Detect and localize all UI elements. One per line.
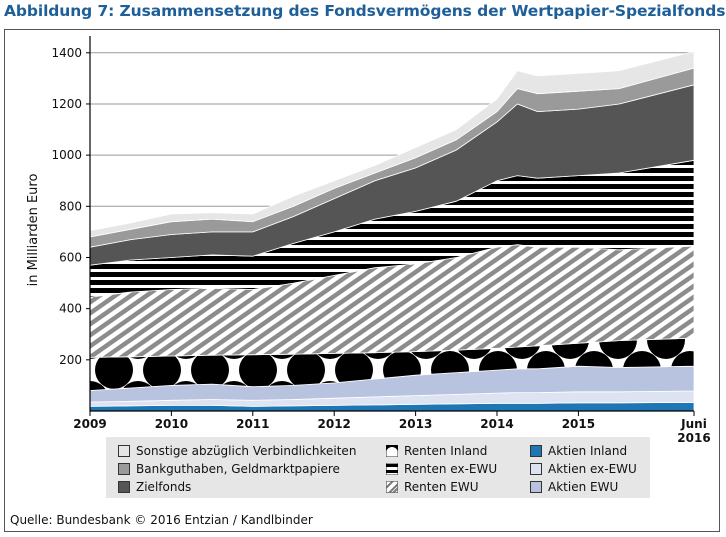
- legend-label: Sonstige abzüglich Verbindlichkeiten: [136, 444, 357, 458]
- legend-label: Aktien ex-EWU: [548, 462, 637, 476]
- x-tick-label: 2012: [318, 417, 351, 431]
- legend-swatch-ziel: [118, 481, 130, 493]
- y-tick-label: 400: [59, 302, 82, 316]
- y-tick-label: 800: [59, 199, 82, 213]
- legend-swatch-renten-inland: [386, 445, 398, 457]
- legend-swatch-aktien-ewu: [530, 481, 542, 493]
- x-tick-label: 2009: [73, 417, 106, 431]
- x-tick-label: 2013: [399, 417, 432, 431]
- legend-label: Bankguthaben, Geldmarktpapiere: [136, 462, 340, 476]
- legend-item-bank: Bankguthaben, Geldmarktpapiere: [118, 462, 340, 476]
- x-tick-label: 2016: [677, 431, 710, 445]
- legend-label: Zielfonds: [136, 480, 192, 494]
- legend-swatch-sonstige: [118, 445, 130, 457]
- legend-item-sonstige: Sonstige abzüglich Verbindlichkeiten: [118, 444, 356, 458]
- x-tick-label: 2010: [155, 417, 188, 431]
- legend-item-aktien-inland: Aktien Inland: [530, 444, 627, 458]
- legend-item-renten-inland: Renten Inland: [386, 444, 487, 458]
- legend-swatch-aktien-inland: [530, 445, 542, 457]
- chart-title: Abbildung 7: Zusammensetzung des Fondsve…: [4, 2, 726, 20]
- y-axis-label: in Milliarden Euro: [26, 174, 41, 287]
- y-tick-label: 200: [59, 353, 82, 367]
- legend-item-renten-exewu: Renten ex-EWU: [386, 462, 497, 476]
- legend-swatch-bank: [118, 463, 130, 475]
- legend: Sonstige abzüglich Verbindlichkeiten Ban…: [106, 437, 650, 498]
- stacked-areas: [90, 51, 694, 411]
- legend-swatch-renten-ewu: [386, 481, 398, 493]
- legend-swatch-aktien-exewu: [530, 463, 542, 475]
- y-tick-label: 1000: [51, 148, 82, 162]
- legend-swatch-renten-exewu: [386, 463, 398, 475]
- legend-item-renten-ewu: Renten EWU: [386, 480, 479, 494]
- legend-label: Aktien EWU: [548, 480, 619, 494]
- legend-label: Renten ex-EWU: [404, 462, 498, 476]
- x-tick-label: 2011: [236, 417, 269, 431]
- legend-label: Renten Inland: [404, 444, 488, 458]
- x-tick-label: 2015: [562, 417, 595, 431]
- legend-label: Aktien Inland: [548, 444, 628, 458]
- area-sonstige-abz-glich-verbindlichkeiten: [90, 51, 694, 238]
- legend-item-ziel: Zielfonds: [118, 480, 191, 494]
- legend-label: Renten EWU: [404, 480, 479, 494]
- x-tick-label: Juni: [680, 417, 707, 431]
- axes: 200 400 600 800 1000 1200 1400 2009 2010 2011 2012…: [51, 36, 711, 445]
- source-note: Quelle: Bundesbank © 2016 Entzian / Kand…: [10, 513, 313, 527]
- legend-item-aktien-exewu: Aktien ex-EWU: [530, 462, 637, 476]
- y-tick-label: 600: [59, 250, 82, 264]
- y-tick-label: 1200: [51, 97, 82, 111]
- x-tick-label: 2014: [480, 417, 513, 431]
- y-tick-label: 1400: [51, 46, 82, 60]
- legend-item-aktien-ewu: Aktien EWU: [530, 480, 618, 494]
